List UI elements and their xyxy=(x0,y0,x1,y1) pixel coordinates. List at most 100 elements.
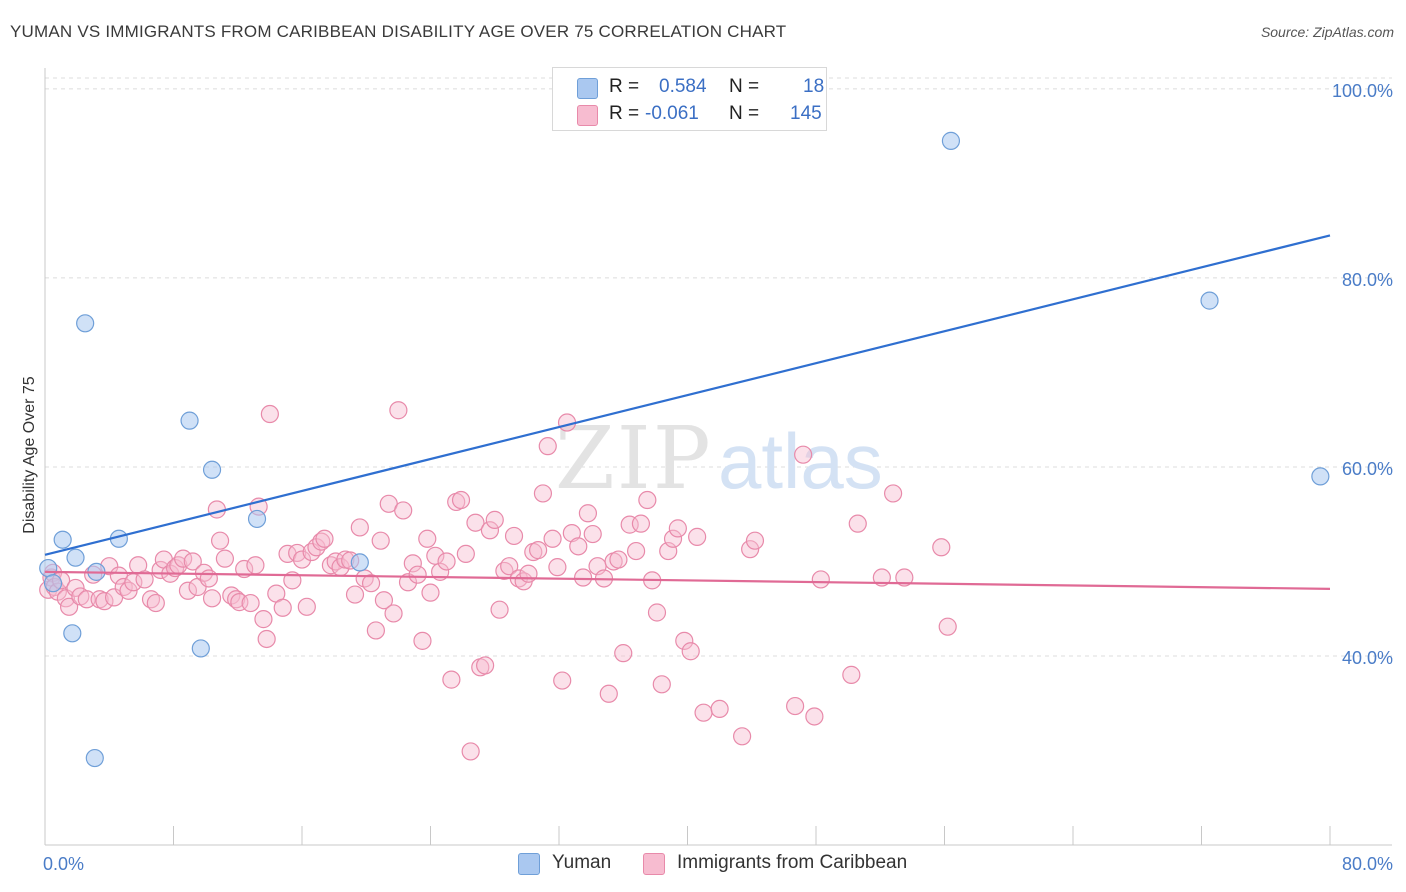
data-point-caribbean xyxy=(614,644,633,663)
data-point-caribbean xyxy=(66,578,85,598)
axes xyxy=(44,68,1392,846)
data-point-caribbean xyxy=(95,592,114,611)
chart-title: YUMAN VS IMMIGRANTS FROM CARIBBEAN DISAB… xyxy=(10,22,787,41)
y-tick-labels: 40.0% 60.0% 80.0% 100.0% xyxy=(1332,81,1393,668)
data-point-caribbean xyxy=(583,524,602,544)
data-point-caribbean xyxy=(403,554,422,573)
data-point-caribbean xyxy=(350,518,369,537)
watermark: ZIP atlas xyxy=(555,409,883,509)
y-tick-label: 100.0% xyxy=(1332,81,1393,101)
data-point-caribbean xyxy=(389,401,408,420)
data-point-caribbean xyxy=(504,526,524,546)
data-point-caribbean xyxy=(297,597,316,616)
data-point-caribbean xyxy=(805,707,824,726)
data-point-yuman xyxy=(350,553,369,572)
data-point-caribbean xyxy=(59,597,79,616)
y-tick-label: 60.0% xyxy=(1342,459,1393,479)
data-point-caribbean xyxy=(215,549,234,568)
bottom-legend-swatch-yuman xyxy=(518,853,540,875)
data-point-yuman xyxy=(191,639,210,658)
legend-n-label: N = xyxy=(729,76,760,97)
data-point-caribbean xyxy=(872,568,891,587)
data-point-caribbean xyxy=(292,550,312,569)
data-point-caribbean xyxy=(135,570,154,589)
data-point-yuman xyxy=(53,530,72,549)
data-point-caribbean xyxy=(609,550,628,569)
data-point-caribbean xyxy=(260,404,279,424)
data-point-caribbean xyxy=(811,570,830,589)
data-point-caribbean xyxy=(895,568,914,587)
data-point-caribbean xyxy=(413,631,432,650)
data-point-caribbean xyxy=(312,532,331,551)
legend-r-label: R = xyxy=(609,76,640,97)
data-point-caribbean xyxy=(119,581,138,600)
data-point-caribbean xyxy=(374,591,394,610)
data-point-yuman xyxy=(76,314,95,333)
data-point-yuman xyxy=(43,574,63,593)
data-point-caribbean xyxy=(500,557,519,576)
data-point-caribbean xyxy=(710,699,729,719)
data-point-caribbean xyxy=(668,519,687,538)
legend-r-value: -0.061 xyxy=(645,103,699,124)
data-point-caribbean xyxy=(573,568,593,587)
data-point-caribbean xyxy=(371,531,390,550)
data-point-caribbean xyxy=(273,598,292,617)
data-point-caribbean xyxy=(199,569,218,588)
data-point-caribbean xyxy=(421,583,440,602)
data-point-caribbean xyxy=(848,514,867,533)
data-point-caribbean xyxy=(442,670,461,689)
legend-r-value: 0.584 xyxy=(659,76,707,97)
data-point-caribbean xyxy=(626,541,646,561)
data-point-caribbean xyxy=(146,593,165,613)
data-point-caribbean xyxy=(569,537,588,556)
x-tick-labels: 0.0% 80.0% xyxy=(43,854,1393,874)
data-point-caribbean xyxy=(394,501,413,520)
data-point-caribbean xyxy=(631,514,651,533)
data-point-caribbean xyxy=(938,617,957,636)
data-point-caribbean xyxy=(675,631,694,650)
data-point-yuman xyxy=(180,411,199,430)
data-point-caribbean xyxy=(202,589,222,608)
data-point-yuman xyxy=(66,548,85,567)
legend-r-label: R = xyxy=(609,103,640,124)
data-point-caribbean xyxy=(652,675,671,694)
trend-line-yuman xyxy=(44,234,1331,556)
data-point-caribbean xyxy=(398,573,418,592)
data-point-yuman xyxy=(941,131,961,150)
data-point-caribbean xyxy=(786,696,805,716)
data-point-caribbean xyxy=(543,529,562,548)
trend-line-caribbean xyxy=(44,570,1331,590)
trend-lines xyxy=(44,234,1331,590)
bottom-legend-swatch-caribbean xyxy=(643,853,665,875)
data-point-caribbean xyxy=(694,703,713,722)
data-point-yuman xyxy=(39,558,58,578)
data-point-caribbean xyxy=(408,565,427,584)
legend-n-label: N = xyxy=(729,103,760,124)
data-point-caribbean xyxy=(361,574,381,593)
data-point-caribbean xyxy=(366,621,385,640)
data-point-yuman xyxy=(85,748,104,768)
data-point-caribbean xyxy=(647,603,667,622)
data-point-caribbean xyxy=(254,610,273,629)
data-point-caribbean xyxy=(745,531,765,550)
data-point-caribbean xyxy=(529,541,548,560)
legend-n-value: 145 xyxy=(790,103,822,124)
data-point-caribbean xyxy=(553,671,572,690)
data-point-caribbean xyxy=(456,544,475,564)
data-point-caribbean xyxy=(548,558,567,577)
data-point-caribbean xyxy=(476,656,495,675)
data-point-caribbean xyxy=(883,484,903,503)
x-tick-label: 0.0% xyxy=(43,854,84,874)
data-point-caribbean xyxy=(246,556,265,575)
data-point-caribbean xyxy=(437,552,456,571)
data-point-caribbean xyxy=(241,593,260,613)
data-point-yuman xyxy=(1311,467,1330,486)
data-point-caribbean xyxy=(178,581,198,600)
data-point-caribbean xyxy=(77,590,96,609)
bottom-legend-label: Yuman xyxy=(552,852,612,873)
data-point-caribbean xyxy=(207,500,226,519)
data-point-caribbean xyxy=(451,490,471,510)
data-point-yuman xyxy=(63,624,82,643)
data-point-caribbean xyxy=(227,590,246,609)
data-point-yuman xyxy=(202,460,222,479)
